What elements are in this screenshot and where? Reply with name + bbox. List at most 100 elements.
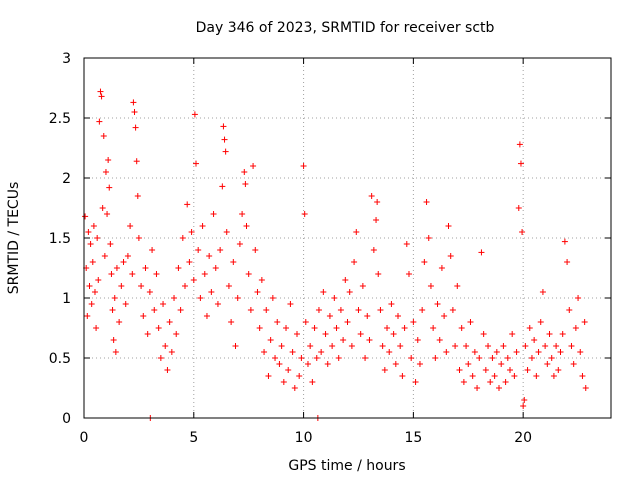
data-point (302, 319, 309, 325)
data-point (278, 343, 285, 349)
data-point (364, 313, 371, 319)
data-point (84, 313, 91, 319)
data-point (313, 355, 320, 361)
data-point (425, 235, 432, 241)
data-point (151, 307, 158, 313)
data-point (362, 355, 369, 361)
data-point (110, 337, 117, 343)
data-point (222, 148, 229, 155)
data-point (318, 349, 325, 355)
data-point (283, 325, 290, 331)
data-point (236, 241, 243, 247)
data-point (192, 160, 199, 167)
data-point (179, 235, 186, 241)
data-point (89, 259, 96, 265)
data-point (427, 283, 434, 289)
data-point (436, 337, 443, 343)
data-point (324, 361, 331, 367)
data-point (130, 99, 137, 106)
data-point (516, 141, 523, 148)
data-point (311, 325, 318, 331)
data-point (432, 355, 439, 361)
y-tick-label: 1 (62, 291, 71, 307)
data-point (157, 355, 164, 361)
y-tick-label: 0.5 (49, 351, 71, 367)
data-point (252, 247, 259, 253)
data-point (177, 307, 184, 313)
data-point (109, 307, 116, 313)
data-point (572, 325, 579, 331)
data-point (214, 301, 221, 307)
data-point (346, 289, 353, 295)
data-point (403, 241, 410, 247)
plot-frame (83, 57, 612, 419)
data-point (287, 301, 294, 307)
data-point (258, 277, 265, 283)
data-point (210, 211, 217, 217)
data-point (120, 259, 127, 265)
data-point (280, 379, 287, 385)
data-point (520, 403, 527, 409)
data-point (467, 319, 474, 325)
data-point (124, 253, 131, 259)
data-point (129, 271, 136, 277)
data-point (241, 169, 248, 175)
data-point (430, 325, 437, 331)
data-point (414, 337, 421, 343)
data-point (353, 229, 360, 235)
data-point (522, 343, 529, 349)
data-point (405, 271, 412, 277)
data-point (388, 301, 395, 307)
data-point (223, 229, 230, 235)
data-point (513, 349, 520, 355)
data-point (443, 349, 450, 355)
data-point (186, 259, 193, 265)
y-tick-label: 0 (62, 411, 71, 427)
data-point (528, 355, 535, 361)
data-point (373, 217, 380, 223)
data-point (498, 361, 505, 367)
data-point (511, 373, 518, 379)
data-point (82, 213, 89, 220)
data-point (480, 331, 487, 337)
data-point (555, 367, 562, 373)
data-point (526, 325, 533, 331)
grid-lines (84, 58, 611, 418)
data-point (230, 259, 237, 265)
data-point (116, 319, 123, 325)
data-point (465, 361, 472, 367)
data-point (375, 271, 382, 277)
data-point (90, 223, 97, 229)
data-point (381, 367, 388, 373)
data-point (113, 265, 120, 271)
data-point (542, 343, 549, 349)
data-point (289, 349, 296, 355)
data-point (219, 183, 226, 190)
data-point (134, 193, 141, 199)
data-point (221, 136, 228, 143)
data-point (491, 373, 498, 379)
data-point (384, 325, 391, 331)
data-points (82, 88, 589, 421)
data-point (337, 307, 344, 313)
data-point (329, 343, 336, 349)
data-point (445, 223, 452, 229)
data-point (298, 355, 305, 361)
data-point (454, 283, 461, 289)
data-point (301, 211, 308, 217)
data-point (539, 289, 546, 295)
data-point (561, 238, 568, 245)
data-point (496, 385, 503, 391)
data-point (504, 355, 511, 361)
data-point (377, 307, 384, 313)
data-point (127, 223, 134, 229)
data-point (519, 229, 526, 235)
data-point (217, 247, 224, 253)
data-point (94, 235, 101, 241)
data-point (419, 307, 426, 313)
data-point (173, 331, 180, 337)
data-point (162, 343, 169, 349)
data-point (485, 343, 492, 349)
data-point (331, 295, 338, 301)
